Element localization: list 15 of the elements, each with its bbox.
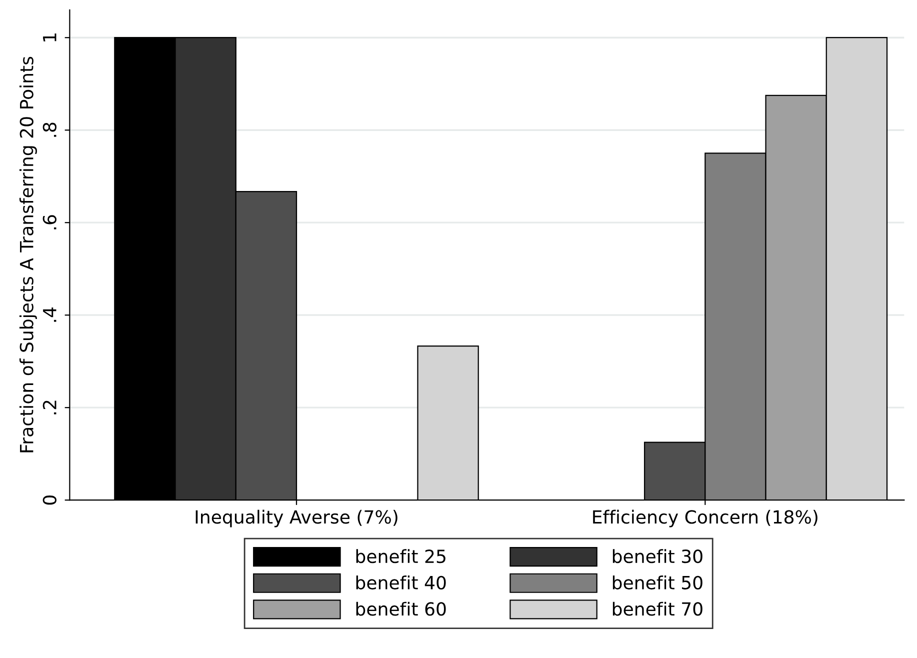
y-tick-label: 0 <box>42 496 56 505</box>
y-axis-title: Fraction of Subjects A Transferring 20 Points <box>19 56 37 452</box>
legend-label: benefit 70 <box>612 602 702 616</box>
legend-label: benefit 50 <box>612 576 702 590</box>
legend-label: benefit 60 <box>356 602 446 616</box>
y-tick-label: .4 <box>43 307 56 322</box>
legend-label: benefit 30 <box>612 549 702 564</box>
x-tick-label: Inequality Averse (7%) <box>196 510 398 528</box>
x-tick-label: Efficiency Concern (18%) <box>593 510 818 528</box>
y-tick-label: 1 <box>43 34 56 42</box>
legend-label: benefit 40 <box>356 576 446 590</box>
y-tick-label: .2 <box>42 400 56 414</box>
y-tick-label: .8 <box>42 122 56 137</box>
legend-label: benefit 25 <box>356 549 446 564</box>
y-tick-label: .6 <box>42 215 56 230</box>
